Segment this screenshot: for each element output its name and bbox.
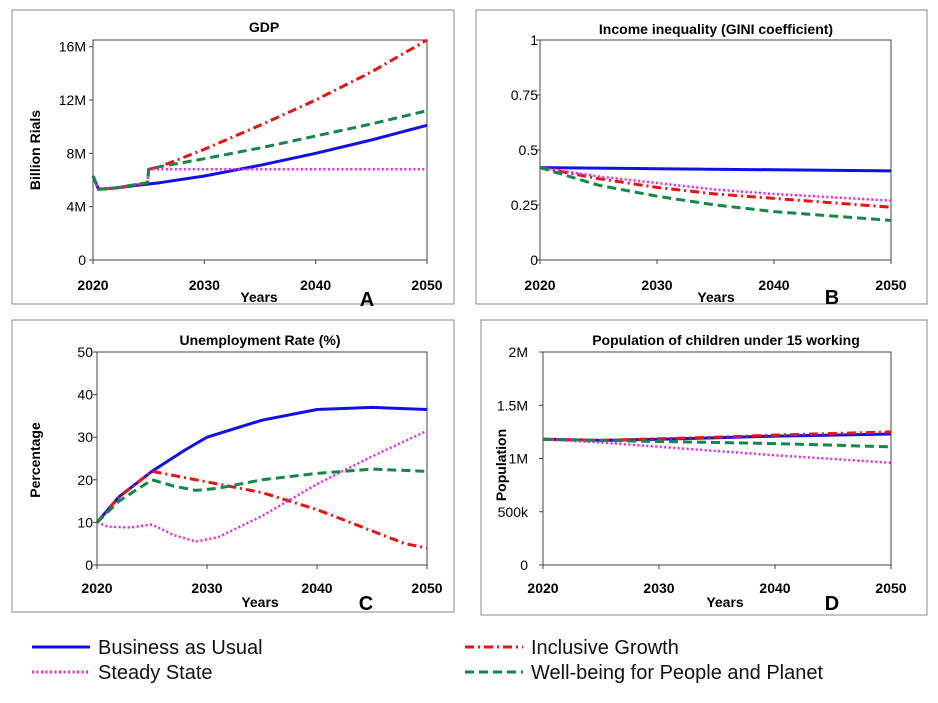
x-tick-label: 2040: [300, 277, 331, 293]
x-tick-label: 2020: [527, 580, 558, 596]
x-tick-label: 2020: [77, 277, 108, 293]
legend-label: Well-being for People and Planet: [531, 662, 823, 684]
chart-title: Unemployment Rate (%): [179, 332, 340, 348]
chart-title: Population of children under 15 working: [592, 332, 860, 348]
panel-letter: B: [825, 287, 839, 309]
series-line-wb: [91, 109, 428, 191]
legend-label: Business as Usual: [98, 637, 263, 659]
chart-title: Income inequality (GINI coefficient): [599, 21, 833, 37]
y-tick-label: 50: [77, 344, 93, 360]
y-tick-label: 500k: [498, 504, 529, 520]
y-tick-label: 0: [85, 557, 93, 573]
y-tick-label: 20: [77, 472, 93, 488]
chart-panel-b: Income inequality (GINI coefficient) Year…: [475, 9, 928, 309]
y-tick-label: 12M: [59, 92, 86, 108]
x-tick-label: 2020: [524, 277, 555, 293]
x-tick-label: 2040: [759, 580, 790, 596]
legend-label: Steady State: [98, 662, 213, 684]
legend-item-bau: Business as Usual: [32, 637, 263, 659]
series-line-ig: [91, 38, 428, 191]
x-axis-label: Years: [240, 289, 278, 305]
legend-item-ss: Steady State: [32, 662, 213, 684]
y-tick-label: 10: [77, 514, 93, 530]
y-tick-label: 0.75: [511, 87, 538, 103]
panel-letter: D: [825, 593, 839, 615]
series-line-bau: [539, 166, 892, 173]
x-tick-label: 2020: [81, 580, 112, 596]
y-tick-label: 0: [530, 252, 538, 268]
x-tick-label: 2030: [191, 580, 222, 596]
series-line-wb: [95, 467, 428, 524]
panel-frame: [11, 9, 455, 305]
panel-frame: [480, 319, 928, 616]
x-tick-label: 2030: [643, 580, 674, 596]
x-axis-label: Years: [706, 594, 744, 610]
y-tick-label: 40: [77, 387, 93, 403]
x-tick-label: 2040: [758, 277, 789, 293]
x-tick-label: 2030: [189, 277, 220, 293]
y-tick-label: 16M: [59, 39, 86, 55]
series-line-wb: [539, 166, 892, 222]
plot-area: [96, 351, 428, 566]
series-line-bau: [95, 405, 428, 524]
x-tick-label: 2030: [641, 277, 672, 293]
y-tick-label: 8M: [67, 145, 86, 161]
series-line-wb: [542, 437, 892, 449]
panel-frame: [11, 319, 455, 613]
y-axis-label: Population: [493, 429, 509, 501]
legend-item-ig: Inclusive Growth: [465, 637, 679, 659]
y-tick-label: 30: [77, 429, 93, 445]
x-tick-label: 2050: [875, 580, 906, 596]
y-tick-label: 0.25: [511, 197, 538, 213]
series-line-ig: [539, 166, 892, 209]
panel-letter: C: [359, 593, 373, 615]
series-line-ss: [539, 166, 892, 202]
y-tick-label: 2M: [509, 344, 528, 360]
y-tick-label: 4M: [67, 199, 86, 215]
x-tick-label: 2040: [301, 580, 332, 596]
legend: Business as Usual Inclusive Growth Steady …: [32, 637, 823, 684]
x-tick-label: 2050: [875, 277, 906, 293]
y-axis-label: Billion Rials: [27, 110, 43, 190]
panel-frame: [475, 9, 928, 305]
series-line-ss: [91, 168, 427, 191]
y-tick-label: 1: [530, 32, 538, 48]
y-axis-label: Percentage: [27, 422, 43, 498]
x-axis-label: Years: [697, 289, 735, 305]
chart-panel-c: Unemployment Rate (%)YearsPercentageC202…: [11, 319, 455, 615]
y-tick-label: 1.5M: [497, 397, 528, 413]
series-line-ig: [95, 469, 428, 550]
y-tick-label: 0.5: [519, 142, 539, 158]
chart-title: GDP: [249, 19, 279, 35]
x-axis-label: Years: [241, 594, 279, 610]
plot-area: [92, 39, 428, 261]
y-tick-label: 0: [520, 557, 528, 573]
legend-item-wb: Well-being for People and Planet: [465, 662, 823, 684]
chart-panel-a: GDP Years Billion Rials A 2020 2030 2040 2050 0 4…: [11, 9, 455, 311]
chart-panel-d: Population of children under 15 working Y…: [480, 319, 928, 616]
x-tick-label: 2050: [411, 277, 442, 293]
legend-label: Inclusive Growth: [531, 637, 679, 659]
y-tick-label: 0: [78, 252, 86, 268]
y-tick-label: 1M: [509, 451, 528, 467]
x-tick-label: 2050: [411, 580, 442, 596]
panel-letter: A: [360, 289, 374, 311]
